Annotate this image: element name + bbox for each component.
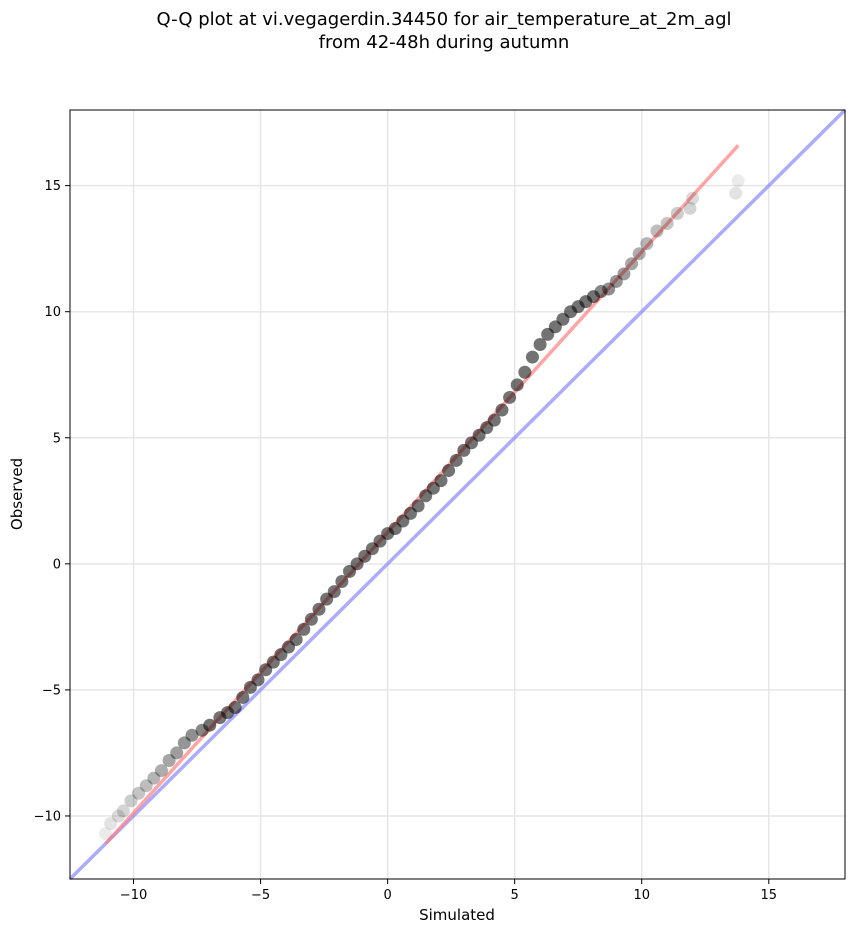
reference-lines (68, 108, 847, 881)
quantile-point (162, 753, 176, 767)
quantile-point (650, 224, 664, 238)
quantile-point (660, 216, 674, 230)
y-axis-ticks: −10 −5 0 5 10 15 (34, 179, 70, 824)
y-tick-label: 0 (53, 557, 61, 572)
quantile-point (495, 403, 509, 417)
quantile-point (312, 602, 326, 616)
quantile-point (116, 804, 130, 818)
quantile-point (518, 365, 532, 379)
y-tick-label: 15 (44, 179, 61, 194)
quantile-point (670, 206, 684, 220)
quantile-point (104, 817, 118, 831)
quantile-point (487, 413, 501, 427)
quantile-point (132, 786, 146, 800)
x-tick-label: 10 (633, 888, 650, 903)
y-axis-label: Observed (8, 458, 26, 530)
quantile-point (236, 690, 250, 704)
quantile-point (683, 201, 697, 215)
x-tick-label: −5 (251, 888, 270, 903)
x-tick-label: 15 (760, 888, 777, 903)
quantile-point (154, 764, 168, 778)
quantile-point (640, 237, 654, 251)
quantile-point (147, 771, 161, 785)
chart-subtitle: from 42-48h during autumn (319, 32, 570, 53)
quantile-points (99, 174, 745, 841)
quantile-point (625, 257, 639, 271)
quantile-point (609, 274, 623, 288)
x-tick-label: 0 (383, 888, 391, 903)
quantile-point (525, 350, 539, 364)
x-tick-label: 5 (511, 888, 519, 903)
quantile-point (731, 174, 745, 188)
quantile-point (304, 612, 318, 626)
plot-frame (69, 109, 846, 880)
quantile-point (124, 794, 138, 808)
grid-lines (70, 110, 845, 879)
quantile-point (586, 290, 600, 304)
quantile-point (99, 827, 113, 841)
x-tick-label: −10 (120, 888, 147, 903)
quantile-point (185, 728, 199, 742)
quantile-point (251, 673, 265, 687)
quantile-point (442, 464, 456, 478)
y-tick-label: −10 (34, 809, 61, 824)
quantile-point (203, 718, 217, 732)
x-axis-ticks: −10 −5 0 5 10 15 (120, 879, 777, 903)
y-tick-label: 10 (44, 305, 61, 320)
quantile-point (411, 499, 425, 513)
identity-line (68, 108, 847, 881)
quantile-point (617, 267, 631, 281)
quantile-point (686, 191, 700, 205)
quantile-point (327, 585, 341, 599)
quantile-point (729, 186, 743, 200)
quantile-point (228, 701, 242, 715)
quantile-point (533, 337, 547, 351)
y-tick-label: 5 (53, 431, 61, 446)
quantile-point (289, 632, 303, 646)
quantile-point (594, 285, 608, 299)
quantile-point (139, 779, 153, 793)
quantile-point (170, 746, 184, 760)
x-axis-label: Simulated (419, 906, 495, 924)
quantile-point (632, 247, 646, 261)
quantile-point (335, 574, 349, 588)
quantile-point (510, 378, 524, 392)
quantile-point (111, 809, 125, 823)
quantile-point (434, 474, 448, 488)
chart-title: Q-Q plot at vi.vegagerdin.34450 for air_… (157, 9, 732, 30)
quantile-point (177, 736, 191, 750)
quantile-point (297, 622, 311, 636)
y-tick-label: −5 (42, 683, 61, 698)
quantile-point (449, 453, 463, 467)
quantile-point (503, 390, 517, 404)
quantile-point (602, 282, 616, 296)
